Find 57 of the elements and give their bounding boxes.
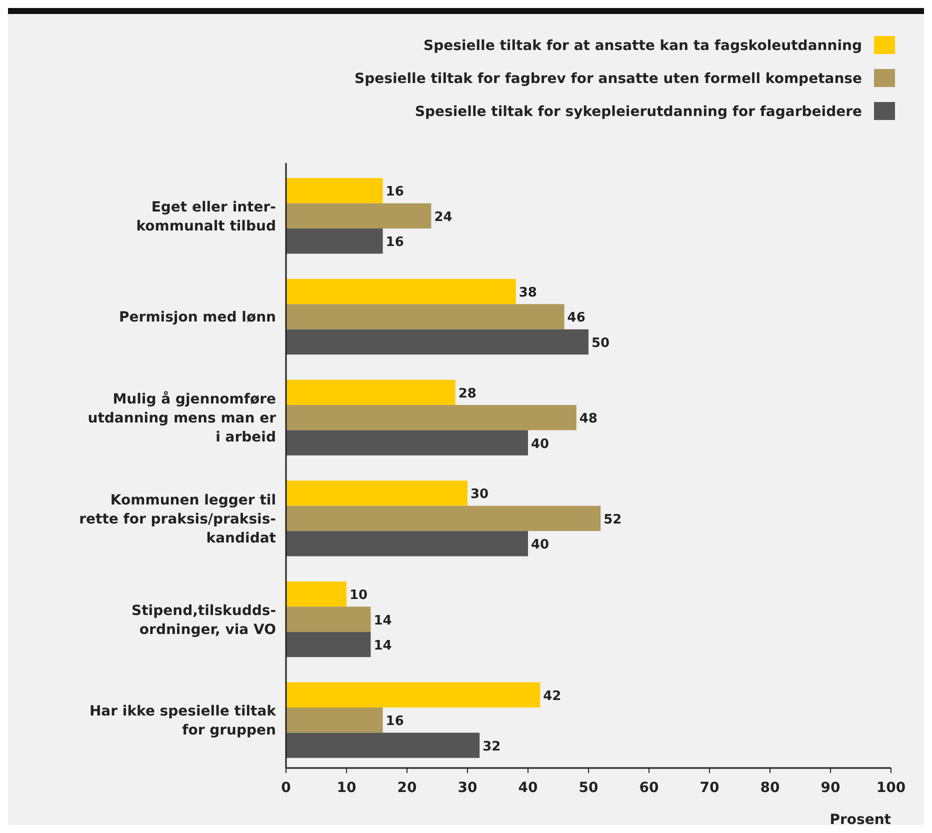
x-tick-label: 0	[281, 780, 292, 796]
bar	[286, 707, 383, 733]
data-label: 16	[386, 235, 404, 250]
data-label: 40	[531, 436, 550, 452]
data-label: 14	[374, 613, 392, 628]
y-tick-label: Mulig å gjennomføre utdanning mens man er i arbeid	[88, 390, 276, 446]
data-label: 16	[386, 184, 404, 200]
data-label: 48	[579, 412, 598, 427]
bar	[286, 304, 564, 330]
data-label: 40	[531, 538, 550, 553]
y-tick-label: Permisjon med lønn	[119, 310, 276, 326]
x-tick-label: 50	[578, 780, 598, 796]
data-label: 24	[434, 210, 452, 225]
data-label: 10	[350, 588, 368, 604]
bar	[286, 380, 456, 405]
data-label: 30	[470, 487, 489, 502]
x-tick-label: 70	[700, 780, 720, 796]
bar	[286, 329, 588, 355]
data-label: 28	[458, 386, 476, 402]
bar	[286, 178, 383, 204]
data-label: 50	[592, 336, 610, 351]
bar	[286, 506, 601, 532]
x-tick-label: 100	[876, 780, 906, 796]
x-tick-label: 90	[820, 780, 840, 796]
y-tick-label: Eget eller inter- kommunalt tilbud	[136, 199, 276, 234]
bar	[286, 404, 576, 430]
bar	[286, 682, 540, 708]
data-label: 42	[543, 688, 562, 704]
bar	[286, 732, 480, 758]
data-label: 14	[374, 638, 392, 654]
x-axis-title: Prosent	[830, 812, 892, 828]
data-label: 46	[567, 310, 586, 326]
y-tick-label: Kommunen legger til rette for praksis/praksis- kandidat	[79, 492, 276, 546]
legend-label: Spesielle tiltak for fagbrev for ansatte uten formell kompetanse	[354, 71, 862, 87]
y-tick-label: Stipend,tilskudds- ordninger, via VO	[132, 602, 276, 638]
bar	[286, 430, 528, 456]
x-tick-label: 80	[760, 780, 780, 796]
x-tick-label: 30	[458, 780, 478, 796]
x-tick-label: 40	[518, 780, 538, 796]
bar	[286, 480, 468, 506]
bar	[286, 228, 383, 254]
data-label: 52	[604, 512, 622, 528]
bar	[286, 203, 432, 229]
bar	[286, 581, 346, 607]
bar	[286, 278, 516, 304]
data-label: 32	[482, 739, 501, 754]
data-label: 16	[386, 714, 404, 730]
bar	[286, 606, 371, 632]
legend-label: Spesielle tiltak for at ansatte kan ta fagskoleutdanning	[424, 38, 862, 54]
x-tick-label: 20	[397, 780, 417, 796]
data-label: 38	[518, 286, 537, 301]
y-tick-label: Har ikke spesielle tiltak for gruppen	[89, 704, 277, 739]
bar	[286, 632, 371, 658]
bar	[286, 531, 528, 556]
legend-label: Spesielle tiltak for sykepleierutdanning for fagarbeidere	[414, 104, 862, 120]
x-tick-label: 60	[639, 780, 659, 796]
x-tick-label: 10	[336, 780, 356, 796]
